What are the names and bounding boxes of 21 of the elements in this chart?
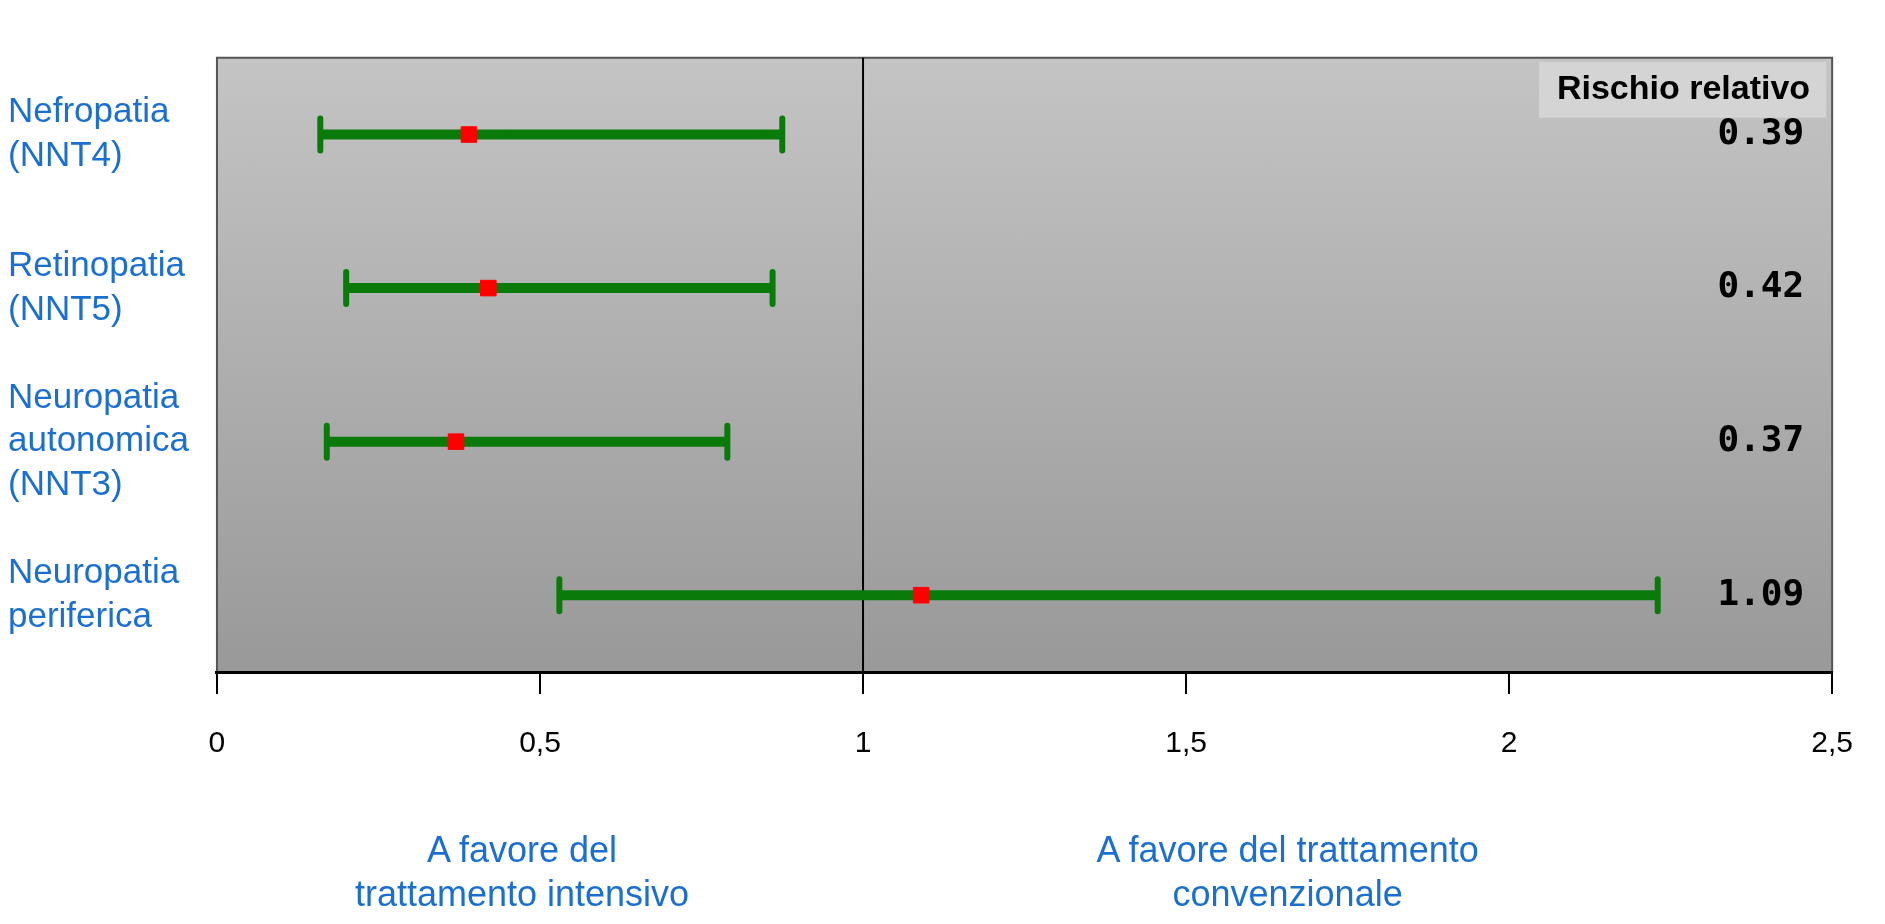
annotation: 0.39 — [1717, 110, 1805, 152]
annotation: 0.37 — [1717, 418, 1805, 460]
x-tick-label: 1 — [854, 725, 872, 759]
text: A favore del trattamento intensivo — [354, 829, 690, 914]
annotation: Rischio relativo — [1556, 68, 1811, 107]
x-tick-label: 2 — [1500, 725, 1518, 759]
x-tick-label: 0 — [208, 725, 226, 759]
point — [480, 279, 497, 297]
point — [912, 586, 930, 604]
point — [460, 126, 478, 143]
point — [447, 433, 465, 450]
x-tick-label: 2,5 — [1811, 725, 1854, 759]
y-tick-label: Nefropatia (NNT4) — [8, 90, 171, 174]
y-tick-label: Neuropatia periferica — [8, 551, 180, 634]
x-tick-label: 1,5 — [1165, 725, 1207, 759]
annotation: 0.42 — [1717, 264, 1805, 306]
x-tick-label: 0,5 — [519, 725, 561, 759]
text: A favore del trattamento convenzionale — [1096, 829, 1479, 914]
y-tick-label: Neuropatia autonomica (NNT3) — [8, 375, 190, 503]
annotation: 1.09 — [1717, 571, 1805, 613]
y-tick-label: Retinopatia (NNT5) — [8, 243, 186, 327]
